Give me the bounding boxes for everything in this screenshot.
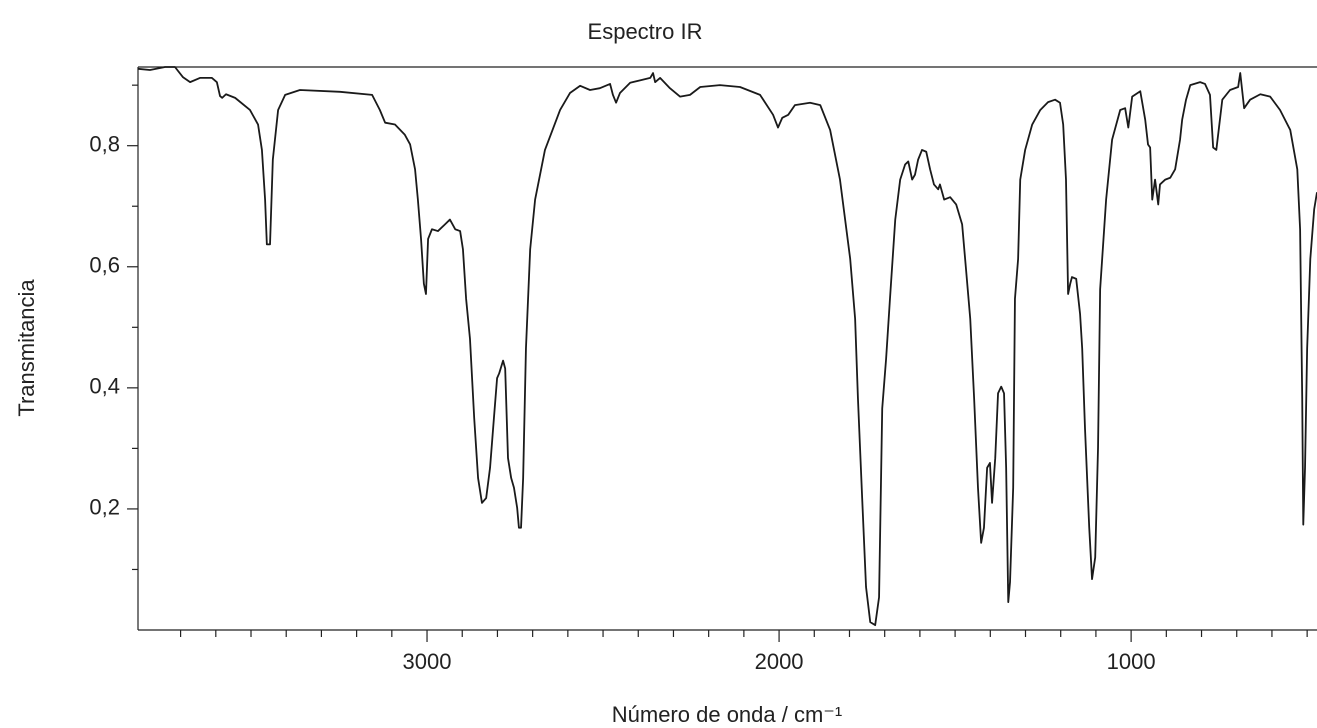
x-tick-label: 1000 bbox=[1107, 649, 1156, 674]
y-tick-label: 0,8 bbox=[89, 132, 120, 157]
chart-title: Espectro IR bbox=[588, 19, 703, 44]
x-tick-label: 2000 bbox=[755, 649, 804, 674]
y-tick-label: 0,2 bbox=[89, 495, 120, 520]
y-tick-label: 0,4 bbox=[89, 374, 120, 399]
y-axis-label: Transmitancia bbox=[14, 279, 39, 417]
x-axis-label: Número de onda / cm⁻¹ bbox=[612, 702, 842, 727]
x-tick-label: 3000 bbox=[403, 649, 452, 674]
spectrum-line bbox=[137, 66, 1317, 627]
y-tick-label: 0,6 bbox=[89, 253, 120, 278]
